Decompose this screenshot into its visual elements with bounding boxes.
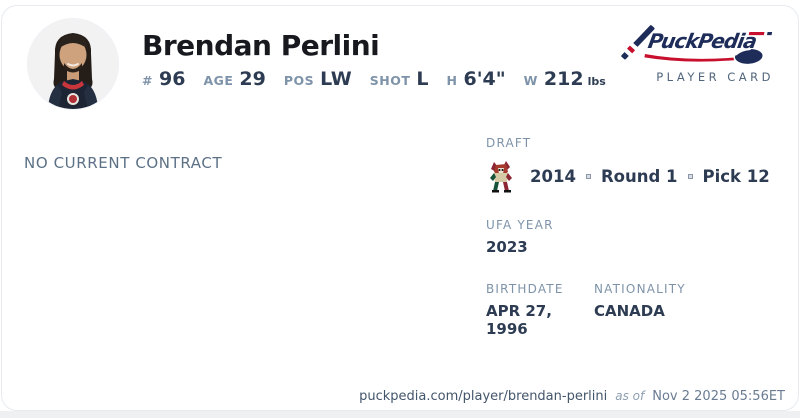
- arizona-coyotes-logo-icon: [490, 160, 512, 192]
- snapshot-timestamp: Nov 2 2025 05:56ET: [652, 389, 785, 404]
- player-card: Brendan Perlini # 96 AGE 29 POS LW SHOT …: [1, 5, 799, 411]
- stat-jersey-number: # 96: [142, 68, 185, 90]
- stat-value: 212: [543, 68, 584, 91]
- nationality-label: NATIONALITY: [594, 282, 686, 296]
- draft-round: Round 1: [600, 166, 678, 186]
- ufa-label: UFA YEAR: [486, 218, 554, 232]
- player-card-subtitle: PLAYER CARD: [656, 70, 774, 84]
- stat-unit: lbs: [587, 75, 606, 89]
- nationality-block: NATIONALITY CANADA: [594, 282, 686, 338]
- stat-age: AGE 29: [203, 68, 265, 90]
- stat-value: 6'4": [463, 68, 506, 91]
- stat-shot: SHOT L: [370, 68, 429, 90]
- stat-label: H: [446, 73, 458, 89]
- player-stats-row: # 96 AGE 29 POS LW SHOT L H 6'4" W 212: [142, 68, 606, 90]
- bottom-edge-strip: [0, 411, 800, 418]
- nationality-value: CANADA: [594, 302, 665, 320]
- page-title: Brendan Perlini: [142, 29, 380, 62]
- brand-block: PuckPedia PLAYER CARD: [611, 18, 776, 84]
- birthdate-label: BIRTHDATE: [486, 282, 564, 296]
- stat-value: 96: [158, 68, 186, 91]
- draft-label: DRAFT: [486, 136, 532, 150]
- draft-pick: Pick 12: [702, 166, 770, 186]
- stat-label: #: [142, 73, 153, 89]
- draft-year: 2014: [530, 166, 576, 186]
- stat-value: L: [416, 68, 429, 91]
- footer: puckpedia.com/player/brendan-perlini as …: [359, 389, 785, 404]
- player-page-link[interactable]: puckpedia.com/player/brendan-perlini: [359, 389, 608, 404]
- stat-value: LW: [320, 68, 352, 91]
- stat-label: AGE: [203, 73, 234, 89]
- separator-square-icon: [585, 173, 591, 179]
- ufa-section: UFA YEAR 2023: [486, 218, 786, 256]
- stat-label: W: [523, 73, 538, 89]
- stat-value: 29: [239, 68, 266, 91]
- puckpedia-logo-icon[interactable]: PuckPedia: [616, 18, 776, 66]
- details-column: DRAFT 2014 Rou: [486, 136, 786, 338]
- stat-weight: W 212 lbs: [524, 68, 606, 90]
- birthdate-value: APR 27, 1996: [486, 302, 552, 338]
- separator-square-icon: [687, 173, 693, 179]
- player-avatar: [27, 18, 119, 110]
- stat-position: POS LW: [284, 68, 352, 90]
- stat-label: POS: [283, 73, 315, 89]
- stat-label: SHOT: [369, 73, 411, 89]
- stat-height: H 6'4": [447, 68, 506, 90]
- contract-status: NO CURRENT CONTRACT: [24, 154, 223, 172]
- bio-section: BIRTHDATE APR 27, 1996 NATIONALITY CANAD…: [486, 282, 786, 338]
- player-photo-icon: [28, 19, 118, 109]
- as-of-label: as of: [615, 389, 645, 403]
- puckpedia-wordmark: PuckPedia: [646, 29, 758, 53]
- birthdate-block: BIRTHDATE APR 27, 1996: [486, 282, 594, 338]
- ufa-value: 2023: [486, 238, 528, 256]
- draft-row: 2014 Round 1 Pick 12: [486, 158, 786, 194]
